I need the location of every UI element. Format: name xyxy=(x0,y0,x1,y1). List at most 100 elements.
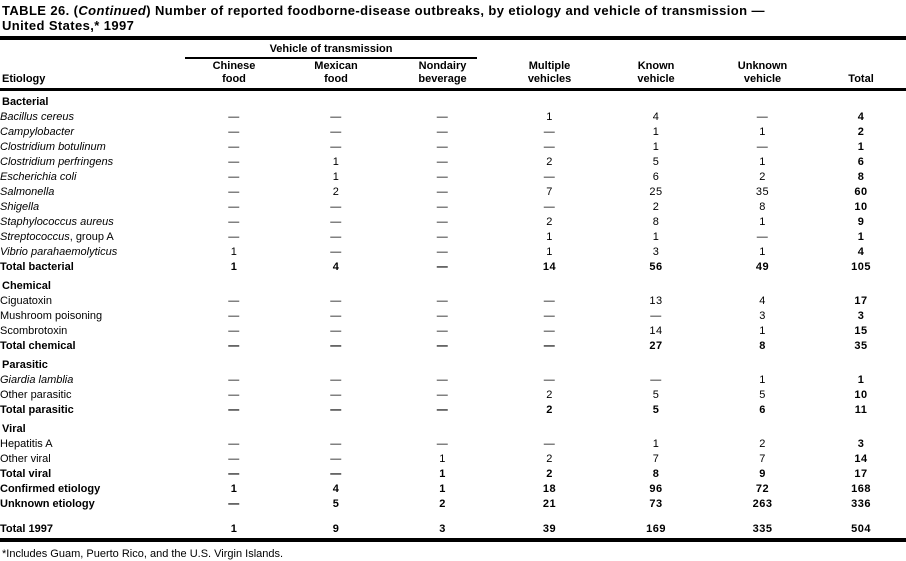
etiology-name: Shigella xyxy=(0,200,40,213)
value-cell: 5 xyxy=(652,403,660,416)
value-cell: 1 xyxy=(185,522,283,542)
value-cell: 2 xyxy=(439,497,446,510)
value-cell: — xyxy=(228,467,240,480)
value-cell: 2 xyxy=(546,388,553,401)
section-header-row: Parasitic xyxy=(0,353,906,372)
value-cell: 8 xyxy=(652,215,660,228)
value-cell: 1 xyxy=(652,140,660,153)
value-cell: — xyxy=(330,324,342,337)
etiology-cell: Other viral xyxy=(0,451,185,466)
value-cell: — xyxy=(756,110,769,123)
etiology-name: Salmonella xyxy=(0,185,55,198)
table-title-line1: TABLE 26. (Continued) Number of reported… xyxy=(2,3,904,18)
title-text: ) Number of reported foodborne-disease o… xyxy=(146,3,765,18)
value-cell: 8 xyxy=(857,170,865,183)
column-header-chinese-food: food xyxy=(185,73,283,91)
value-cell: 6 xyxy=(857,155,865,168)
title-continued-text: Continued xyxy=(78,3,147,18)
value-cell: — xyxy=(436,403,449,416)
value-cell: — xyxy=(543,294,556,307)
value-cell: 168 xyxy=(851,482,871,495)
value-cell: — xyxy=(543,373,556,386)
column-header-mexican-food: food xyxy=(283,73,389,91)
column-header-nondairy-beverage: beverage xyxy=(389,73,497,91)
value-cell: — xyxy=(756,140,769,153)
value-cell: 1 xyxy=(759,245,766,258)
value-cell: 1 xyxy=(230,260,238,273)
value-cell: — xyxy=(330,388,342,401)
section-label: Bacterial xyxy=(2,95,49,108)
etiology-cell: Escherichia coli xyxy=(0,169,185,184)
section-header-row: Viral xyxy=(0,417,906,436)
value-cell: — xyxy=(330,215,342,228)
value-cell: 6 xyxy=(759,403,766,416)
value-cell: 14 xyxy=(649,324,663,337)
vehicle-group-label: Vehicle of transmission xyxy=(185,43,478,59)
value-cell: — xyxy=(228,437,240,450)
etiology-cell: Total chemical xyxy=(0,338,185,353)
column-header-known: Known xyxy=(637,60,675,72)
etiology-name: Confirmed etiology xyxy=(0,482,101,495)
etiology-cell: Giardia lamblia xyxy=(0,372,185,387)
etiology-name: Other parasitic xyxy=(0,388,72,401)
value-cell: 49 xyxy=(755,260,770,273)
table-row: Total parasitic — — — 2 5 6 11 xyxy=(0,402,906,417)
value-cell: 504 xyxy=(816,522,906,542)
value-cell: 18 xyxy=(542,482,557,495)
value-cell: — xyxy=(330,125,342,138)
value-cell: — xyxy=(330,294,342,307)
value-cell: — xyxy=(330,245,342,258)
value-cell: 10 xyxy=(854,388,868,401)
value-cell: 96 xyxy=(649,482,663,495)
vehicle-group-header: Vehicle of transmission xyxy=(185,40,496,59)
column-header-known-vehicle: vehicle xyxy=(603,73,710,91)
value-cell: — xyxy=(330,200,342,213)
value-cell: 1 xyxy=(332,155,340,168)
value-cell: — xyxy=(228,452,240,465)
value-cell: — xyxy=(543,324,556,337)
value-cell: — xyxy=(436,140,449,153)
etiology-name: Scombrotoxin xyxy=(0,324,68,337)
value-cell: 2 xyxy=(546,215,553,228)
value-cell: — xyxy=(436,230,449,243)
table-row: Vibrio parahaemolyticus 1 — — 1 3 1 4 xyxy=(0,244,906,259)
value-cell: 5 xyxy=(759,388,766,401)
value-cell: 2 xyxy=(546,452,553,465)
value-cell: — xyxy=(436,185,449,198)
table-row: Ciguatoxin — — — — 13 4 17 xyxy=(0,293,906,308)
etiology-name: Unknown etiology xyxy=(0,497,95,510)
column-header-mexican: Mexican xyxy=(314,60,358,72)
column-header-total: Total xyxy=(816,73,906,91)
empty-header-cell xyxy=(496,40,906,59)
value-cell: — xyxy=(228,373,240,386)
table-row: Clostridium perfringens — 1 — 2 5 1 6 xyxy=(0,154,906,169)
etiology-cell: Staphylococcus aureus xyxy=(0,214,185,229)
value-cell: 3 xyxy=(759,309,766,322)
value-cell: — xyxy=(228,294,240,307)
table-row: Total viral — — 1 2 8 9 17 xyxy=(0,466,906,481)
value-cell: 4 xyxy=(759,294,766,307)
etiology-name: Giardia lamblia xyxy=(0,373,74,386)
value-cell: 3 xyxy=(857,309,865,322)
value-cell: 35 xyxy=(854,339,868,352)
value-cell: 2 xyxy=(546,467,553,480)
column-header-multiple-vehicles: vehicles xyxy=(496,73,604,91)
value-cell: 1 xyxy=(546,110,553,123)
value-cell: 1 xyxy=(857,373,865,386)
value-cell: 7 xyxy=(546,185,553,198)
etiology-cell: Salmonella xyxy=(0,184,185,199)
column-header-etiology: Etiology xyxy=(0,73,185,91)
value-cell: 5 xyxy=(332,497,340,510)
value-cell: 8 xyxy=(759,200,766,213)
value-cell: 1 xyxy=(439,467,446,480)
value-cell: 1 xyxy=(759,373,766,386)
spacer-row xyxy=(0,511,906,523)
etiology-name: Clostridium perfringens xyxy=(0,155,114,168)
value-cell: — xyxy=(330,230,342,243)
value-cell: — xyxy=(228,497,240,510)
value-cell: — xyxy=(436,373,449,386)
value-cell: — xyxy=(436,339,449,352)
table-row: Bacillus cereus — — — 1 4 — 4 xyxy=(0,109,906,124)
etiology-cell: Unknown etiology xyxy=(0,496,185,511)
value-cell: 336 xyxy=(851,497,871,510)
